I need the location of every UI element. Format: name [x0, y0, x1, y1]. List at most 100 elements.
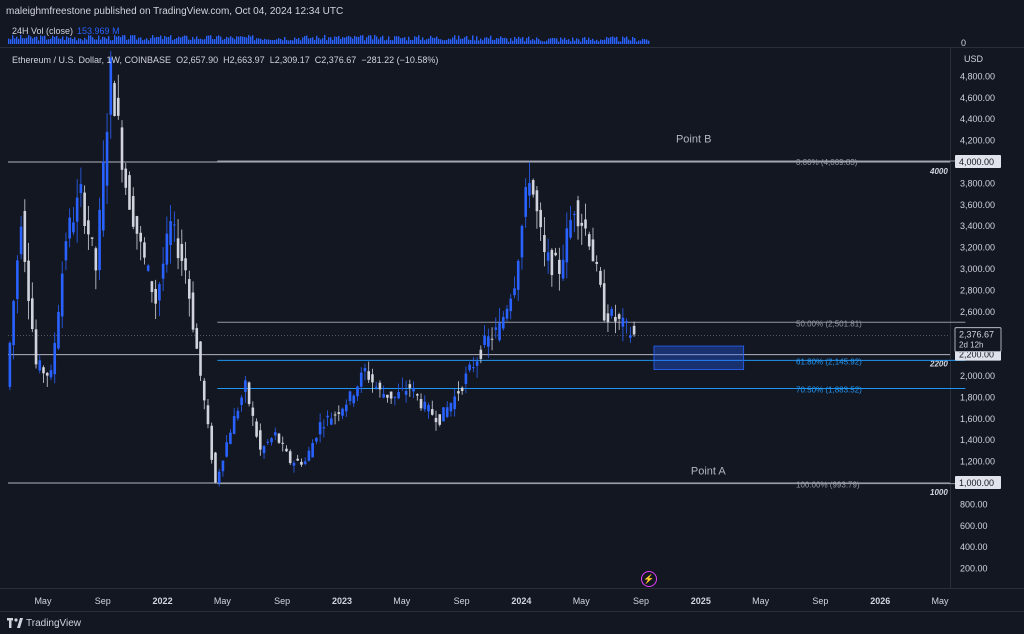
volume-bar — [34, 36, 36, 44]
volume-bar — [24, 38, 26, 44]
candle-body — [561, 259, 565, 279]
price-chart[interactable]: 4000 2200 1000 0.00% (4,009.83) 50.00% (2,50… — [0, 48, 1024, 588]
volume-bar — [582, 37, 584, 44]
candle-body — [206, 405, 210, 425]
price-axis[interactable] — [950, 48, 1024, 588]
candle-body — [180, 243, 184, 261]
candle-body — [83, 192, 86, 227]
candle-body — [244, 380, 247, 392]
candle-body — [434, 417, 438, 423]
x-tick-label: May — [932, 596, 950, 606]
volume-bar — [590, 39, 592, 44]
y-tick-label: 1,800.00 — [960, 392, 995, 402]
volume-bar — [14, 38, 16, 44]
candle-body — [543, 235, 546, 253]
candle-body — [513, 288, 516, 296]
volume-bar — [164, 35, 166, 44]
candle-body — [356, 386, 359, 397]
fib-label: 70.50% (1,883.52) — [796, 385, 862, 394]
candle-body — [344, 404, 348, 412]
volume-bar — [206, 35, 208, 44]
volume-bar — [140, 37, 142, 44]
volume-bar — [276, 39, 278, 44]
x-tick-label: May — [214, 596, 232, 606]
candle-body — [393, 396, 397, 398]
volume-bar — [64, 39, 66, 44]
volume-bar — [520, 38, 522, 44]
volume-bar — [134, 35, 136, 44]
candle-body — [72, 222, 75, 233]
volume-bar — [470, 40, 472, 44]
candle-body — [453, 396, 456, 410]
time-axis[interactable]: May Sep 2022 May Sep 2023 May Sep 2024 May Sep 2025… — [0, 588, 1024, 611]
candle-body — [16, 260, 19, 300]
candle-body — [501, 316, 505, 329]
volume-bar — [294, 37, 296, 44]
volume-bar — [126, 39, 128, 44]
volume-bar — [528, 36, 530, 44]
volume-bar — [130, 35, 132, 44]
volume-bar — [156, 36, 158, 44]
volume-bar — [562, 39, 564, 44]
candle-body — [12, 300, 15, 346]
candle-body — [259, 430, 262, 450]
volume-bar — [648, 40, 650, 44]
volume-bar — [96, 39, 98, 44]
last-price-badge: 2,376.67 — [959, 330, 994, 340]
volume-bar — [340, 38, 342, 44]
volume-bar — [514, 37, 516, 44]
volume-bar — [448, 38, 450, 44]
y-tick-label: 200.00 — [960, 564, 988, 574]
volume-bar — [262, 40, 264, 44]
candle-body — [202, 380, 206, 401]
currency-label[interactable]: USD — [964, 54, 984, 64]
volume-bar — [510, 38, 512, 44]
volume-bar — [384, 40, 386, 44]
volume-bar — [220, 36, 222, 44]
annotation-point-b: Point B — [676, 134, 711, 146]
volume-bar — [444, 40, 446, 44]
volume-bar — [602, 39, 604, 44]
volume-bar — [386, 39, 388, 44]
y-tick-label: 4,400.00 — [960, 114, 995, 124]
candle-body — [311, 443, 314, 458]
volume-bar — [168, 36, 170, 44]
candle-body — [214, 452, 217, 483]
volume-bar — [166, 37, 168, 44]
volume-bar — [50, 38, 52, 44]
volume-bar — [114, 35, 116, 44]
y-tick-label: 2,800.00 — [960, 285, 995, 295]
volume-bar — [288, 40, 290, 44]
candle-body — [161, 263, 165, 279]
candle-body — [75, 197, 79, 222]
candle-body — [621, 317, 625, 327]
volume-bar — [270, 39, 272, 44]
candle-body — [146, 265, 150, 271]
volume-bar — [478, 40, 480, 44]
volume-bar — [218, 35, 220, 44]
volume-bar — [66, 36, 68, 44]
candle-body — [330, 418, 333, 425]
lightning-icon[interactable]: ⚡ — [641, 571, 657, 587]
volume-bar — [224, 38, 226, 44]
volume-bar — [368, 35, 370, 44]
footer-bar: TradingView — [0, 611, 1024, 634]
volume-bar — [354, 35, 356, 44]
candle-body — [498, 322, 501, 341]
volume-bar — [376, 36, 378, 44]
pane-separator[interactable] — [0, 47, 1024, 48]
volume-bar — [72, 38, 74, 44]
candle-body — [591, 239, 595, 262]
candle-body — [90, 237, 94, 239]
y-tick-label: 400.00 — [960, 542, 988, 552]
volume-bar — [568, 39, 570, 44]
candle-body — [79, 184, 83, 193]
volume-bar — [420, 39, 422, 44]
volume-pane[interactable]: 24H Vol (close) 153.969 M 0 — [0, 22, 1024, 48]
volume-bar — [338, 35, 340, 44]
volume-bar — [234, 39, 236, 44]
volume-bar — [458, 35, 460, 44]
candle-body — [580, 222, 584, 226]
volume-bar — [344, 37, 346, 44]
volume-bar — [432, 37, 434, 44]
